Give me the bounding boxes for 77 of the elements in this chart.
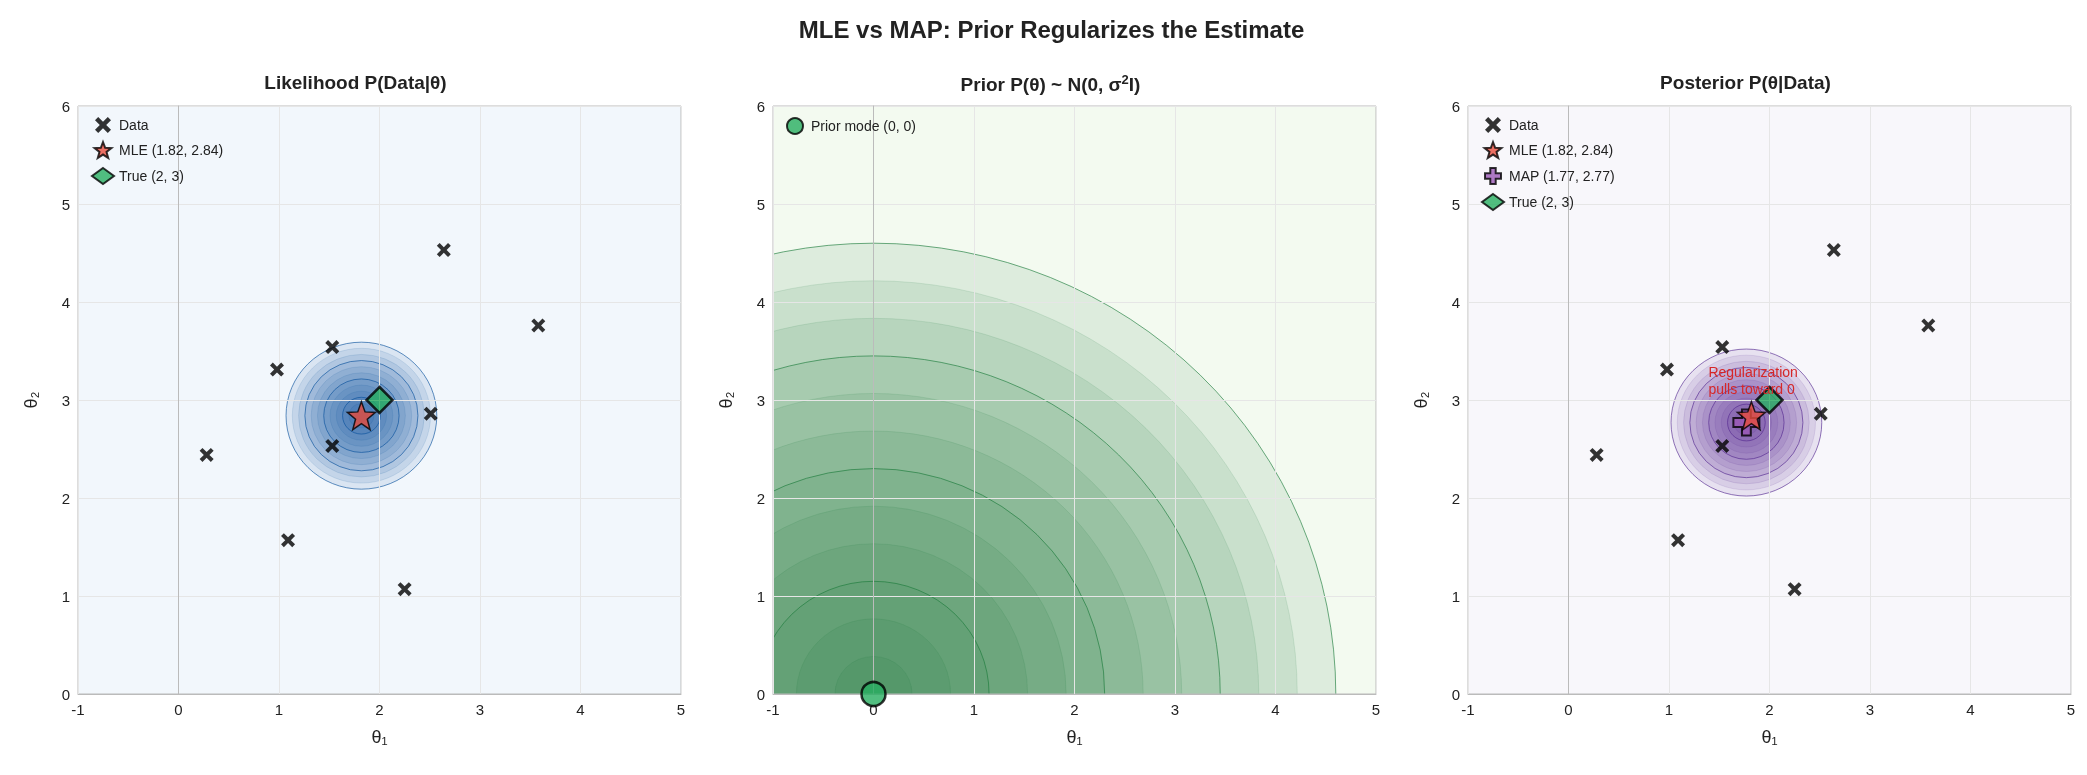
y-tick-label: 1 xyxy=(1451,587,1460,605)
legend-label: MLE (1.82, 2.84) xyxy=(1509,142,1614,158)
point xyxy=(1671,533,1686,548)
y-tick-label: 0 xyxy=(1451,685,1460,703)
x-tick-label: 2 xyxy=(1765,701,1774,718)
x-tick-label: -1 xyxy=(71,701,85,718)
x-axis-title: θ₁ xyxy=(371,727,388,747)
point xyxy=(397,582,412,597)
legend-label: MLE (1.82, 2.84) xyxy=(119,142,224,158)
y-tick-label: 5 xyxy=(1451,195,1460,213)
legend-label: True (2, 3) xyxy=(1509,194,1574,210)
point xyxy=(531,318,546,333)
point xyxy=(1813,406,1828,421)
y-tick-label: 0 xyxy=(61,685,70,703)
point xyxy=(325,439,340,454)
point xyxy=(436,243,451,258)
legend-label: Data xyxy=(1509,117,1539,133)
x-tick-label: 1 xyxy=(274,701,284,718)
y-axis-title: θ₂ xyxy=(21,391,41,409)
x-tick-label: 4 xyxy=(576,701,585,718)
legend-label: Data xyxy=(119,117,149,133)
x-tick-label: 2 xyxy=(375,701,384,718)
x-tick-label: 4 xyxy=(1271,701,1280,718)
point xyxy=(1787,582,1802,597)
y-axis-title: θ₂ xyxy=(1411,391,1431,409)
y-tick-label: 5 xyxy=(756,195,765,213)
y-tick-label: 3 xyxy=(1451,391,1460,409)
point xyxy=(325,340,340,355)
point xyxy=(1921,318,1936,333)
point xyxy=(365,385,394,415)
point xyxy=(1589,447,1604,462)
text: MLE vs MAP: Prior Regularizes the Estimate xyxy=(797,15,1306,45)
y-tick-label: 6 xyxy=(756,97,765,115)
x-tick-label: 0 xyxy=(174,701,183,718)
y-tick-label: 1 xyxy=(756,587,765,605)
x-tick-label: 5 xyxy=(1371,701,1381,718)
y-tick-label: 3 xyxy=(756,391,765,409)
point xyxy=(1659,362,1674,377)
legend-label: MAP (1.77, 2.77) xyxy=(1509,168,1615,184)
point xyxy=(1715,439,1730,454)
chart-title: Posterior P(θ|Data) xyxy=(1660,72,1831,93)
chart-title: Likelihood P(Data|θ) xyxy=(264,72,447,93)
point xyxy=(269,362,284,377)
x-tick-label: -1 xyxy=(1461,701,1475,718)
x-axis-title: θ₁ xyxy=(1066,727,1083,747)
x-tick-label: 0 xyxy=(1564,701,1573,718)
y-tick-label: 0 xyxy=(756,685,765,703)
y-tick-label: 2 xyxy=(756,489,765,507)
y-tick-label: 2 xyxy=(1451,489,1460,507)
point xyxy=(423,406,438,421)
x-tick-label: 3 xyxy=(1170,701,1180,718)
y-tick-label: 2 xyxy=(61,489,70,507)
y-tick-label: 4 xyxy=(756,293,765,311)
x-tick-label: 3 xyxy=(1865,701,1875,718)
x-tick-label: 5 xyxy=(2066,701,2076,718)
y-tick-label: 5 xyxy=(61,195,70,213)
y-tick-label: 6 xyxy=(1451,97,1460,115)
x-tick-label: 2 xyxy=(1070,701,1079,718)
y-axis-title: θ₂ xyxy=(716,391,736,409)
x-tick-label: 1 xyxy=(1664,701,1674,718)
x-tick-label: 1 xyxy=(969,701,979,718)
point xyxy=(1715,340,1730,355)
y-tick-label: 3 xyxy=(61,391,70,409)
x-axis-title: θ₁ xyxy=(1761,727,1778,747)
y-tick-label: 4 xyxy=(61,293,70,311)
y-tick-label: 1 xyxy=(61,587,70,605)
x-tick-label: 4 xyxy=(1966,701,1975,718)
y-tick-label: 6 xyxy=(61,97,70,115)
legend-label: True (2, 3) xyxy=(119,168,184,184)
point xyxy=(1826,243,1841,258)
point xyxy=(199,447,214,462)
legend-label: Prior mode (0, 0) xyxy=(811,118,917,134)
point xyxy=(281,533,296,548)
x-tick-label: 5 xyxy=(676,701,686,718)
y-tick-label: 4 xyxy=(1451,293,1460,311)
x-tick-label: -1 xyxy=(766,701,780,718)
x-tick-label: 3 xyxy=(475,701,485,718)
